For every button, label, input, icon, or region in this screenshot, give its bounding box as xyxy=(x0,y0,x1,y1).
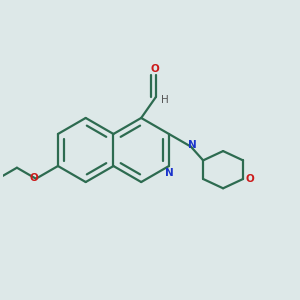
Text: O: O xyxy=(151,64,160,74)
Text: H: H xyxy=(161,95,169,105)
Text: O: O xyxy=(30,173,39,183)
Text: O: O xyxy=(245,174,254,184)
Text: N: N xyxy=(188,140,196,150)
Text: N: N xyxy=(165,168,173,178)
